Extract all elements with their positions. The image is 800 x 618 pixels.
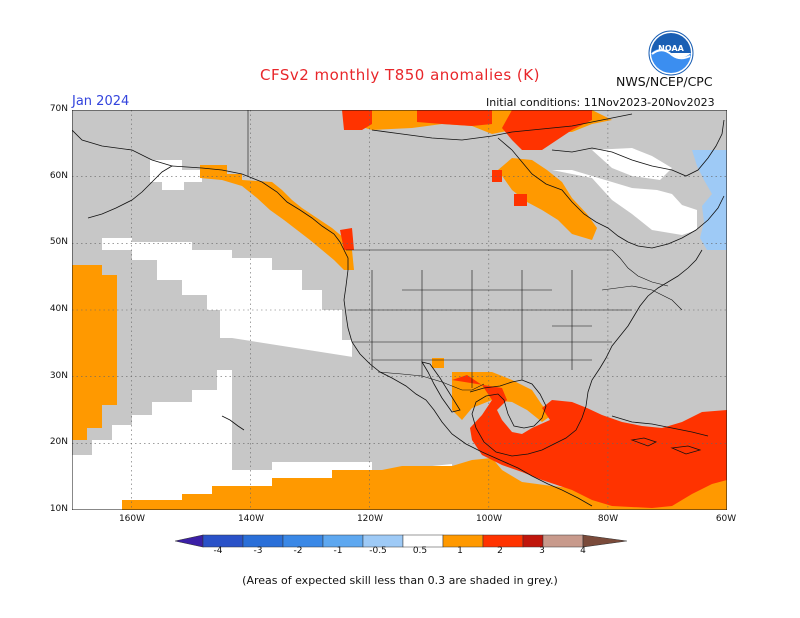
colorbar-tick: 3 [539, 546, 545, 556]
colorbar-tick: 1 [457, 546, 463, 556]
white-area-pacific-cover [232, 338, 482, 492]
colorbar-tick: -1 [333, 546, 343, 556]
borders [247, 110, 683, 391]
colorbar-arrow-low [175, 534, 204, 548]
coastlines [72, 113, 725, 507]
colorbar-tick: -0.5 [369, 546, 387, 556]
skill-footnote: (Areas of expected skill less than 0.3 a… [242, 574, 558, 587]
map-title: CFSv2 monthly T850 anomalies (K) [260, 66, 540, 84]
orange-area-pacific-west [72, 265, 117, 440]
lon-label: 160W [118, 514, 146, 524]
lon-label: 140W [237, 514, 265, 524]
red-area-north-atlantic [492, 170, 527, 206]
lon-label: 100W [475, 514, 503, 524]
lon-label: 80W [597, 514, 619, 524]
colorbar-tick: 0.5 [412, 546, 428, 556]
lat-label: 70N [49, 104, 68, 114]
colorbar-arrow-high [582, 534, 627, 548]
colorbar [175, 534, 627, 548]
agency-label: NWS/NCEP/CPC [616, 74, 713, 89]
lat-label: 30N [49, 371, 68, 381]
white-area-north [592, 148, 672, 180]
lon-label: 120W [356, 514, 384, 524]
target-month: Jan 2024 [72, 94, 130, 109]
anomaly-map [72, 110, 727, 510]
lat-label: 20N [49, 437, 68, 447]
initial-conditions: Initial conditions: 11Nov2023-20Nov2023 [486, 96, 715, 109]
colorbar-tick: -3 [253, 546, 263, 556]
white-area-hudson [552, 170, 697, 235]
red-area-pacific-nw [340, 228, 354, 250]
lightblue-area-newfoundland [692, 150, 727, 250]
orange-area-labrador [498, 158, 597, 240]
colorbar-tick: 4 [580, 546, 586, 556]
lon-label: 60W [715, 514, 737, 524]
logo-text: NOAA [658, 44, 684, 53]
colorbar-tick: -2 [293, 546, 303, 556]
lat-label: 40N [49, 304, 68, 314]
red-area-arctic [342, 110, 592, 150]
noaa-logo-icon: NOAA [648, 30, 694, 76]
colorbar-tick: 2 [497, 546, 503, 556]
white-area-gulf-alaska [150, 160, 202, 190]
white-area-pacific-south [72, 455, 372, 510]
lat-label: 50N [49, 237, 68, 247]
red-area-mexico-central [452, 375, 727, 508]
lat-label: 10N [49, 504, 68, 514]
orange-area-alaska-coast [200, 165, 354, 270]
lat-label: 60N [49, 171, 68, 181]
colorbar-tick: -4 [213, 546, 223, 556]
